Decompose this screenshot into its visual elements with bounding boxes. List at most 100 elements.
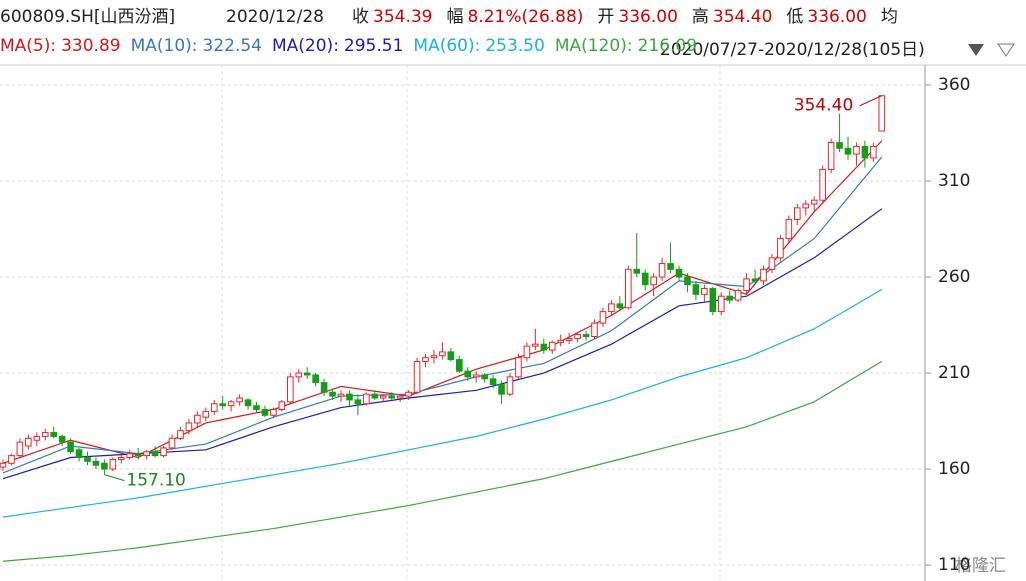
candle-body [878,95,886,132]
candle-body [405,391,412,397]
candle-body [599,311,607,324]
legend-name: MA(10): [131,36,198,56]
candle-body [760,268,767,282]
candle-body [126,453,134,459]
candle-body [177,430,184,439]
quote-value: 336.00 [807,7,866,27]
candle-body [16,441,24,457]
date-range[interactable]: 2020/07/27-2020/12/28(105日) [660,40,925,60]
candle-body [726,295,734,301]
candle-body [109,458,117,470]
candle-body [278,401,286,411]
candle-body [84,457,91,462]
candle-body [633,268,641,274]
annotation-label: 157.10 [126,471,185,491]
candle-body [236,397,243,403]
candle-body [371,393,379,399]
candle-body [717,295,725,313]
settings-icon[interactable] [997,43,1015,57]
candle-body [143,451,150,457]
candle-body [819,168,826,201]
quote-value: 336.00 [618,7,677,27]
candle-body [650,276,657,286]
candle-body [641,272,649,286]
candle-body [608,303,615,313]
dropdown-icon[interactable] [968,44,984,56]
candle-body [532,343,539,347]
legend-name: MA(120): [555,36,633,56]
candle-body [675,268,683,278]
candle-body [185,422,193,432]
candle-body [227,401,235,407]
candle-body [481,374,488,380]
legend-value: 216.09 [638,36,697,56]
candle-body [447,351,455,361]
candle-body [464,370,472,378]
candle-body [194,414,201,424]
candle-body [346,393,353,401]
candle-body [582,334,590,338]
candle-body [303,372,311,376]
candle-body [287,376,294,403]
candle-body [101,462,108,470]
candle-body [870,145,877,159]
candle-body [472,374,480,378]
candle-body [0,462,7,468]
candle-body [33,435,41,441]
legend-value: 322.54 [203,36,262,56]
candle-body [270,409,277,416]
candle-body [151,451,159,457]
candle-body [667,263,674,270]
candle-body [498,384,505,395]
quote-name: 低 [786,7,803,27]
candle-body [396,395,404,399]
candle-body [540,343,548,351]
quote-name: 幅 [446,7,463,27]
candle-body [337,393,345,397]
candle-body [92,460,100,466]
candle-body [574,334,581,339]
candle-body [50,432,58,437]
y-tick-label: 160 [938,459,970,479]
candle-body [456,359,463,372]
quote-name: 均 [881,7,898,27]
candle-body [320,382,328,393]
candle-body [261,409,269,416]
candle-body [701,288,708,295]
candle-body [295,372,303,378]
candle-body [160,447,167,457]
candle-body [565,337,573,341]
candle-body [785,218,793,240]
annotation-line [104,474,125,482]
quote-value: 354.40 [713,7,772,27]
candle-body [8,455,15,464]
candle-body [692,284,700,295]
candle-body [202,410,210,418]
candle-body [388,395,395,399]
candle-body [861,145,869,159]
candle-body [616,303,624,309]
candle-body [548,341,556,351]
candle-body [506,376,514,395]
candle-body [363,393,370,405]
candle-body [557,339,565,343]
y-tick-label: 260 [938,267,970,287]
candle-body [41,432,49,437]
candle-body [734,289,742,301]
candle-body [210,403,218,412]
candle-body [827,142,835,170]
candle-body [168,437,176,449]
candle-body [853,145,860,155]
candle-body [810,199,818,205]
ma-line [2,360,883,562]
quote-value: 354.39 [373,7,432,27]
candle-body [312,374,319,384]
candle-body [430,355,438,359]
legend-value: 330.89 [61,36,120,56]
candle-body [794,207,801,220]
candle-body [422,357,429,363]
y-tick-label: 110 [938,555,970,575]
legend-name: MA(5): [0,36,56,56]
